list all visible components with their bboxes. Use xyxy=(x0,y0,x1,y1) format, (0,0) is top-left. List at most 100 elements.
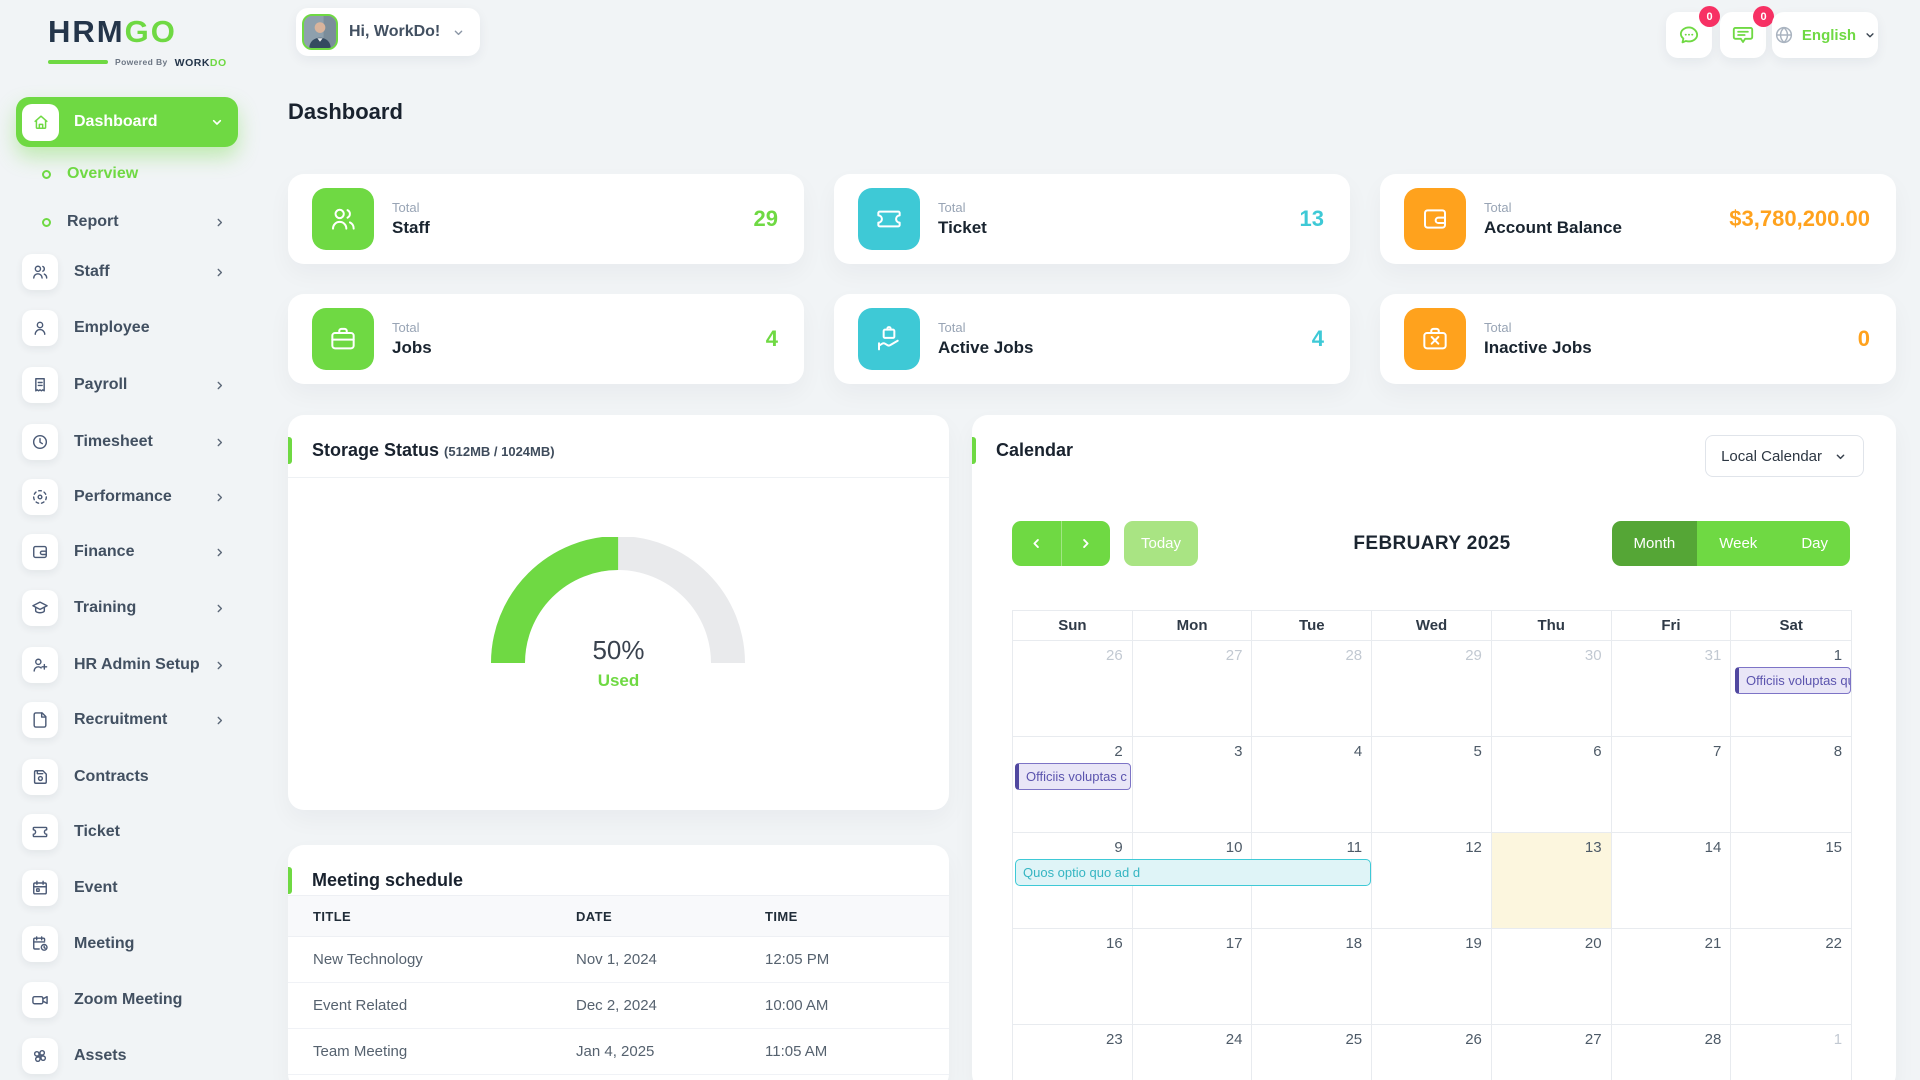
calendar-day-cell[interactable]: 12 xyxy=(1372,833,1492,928)
sidebar-item-label: Performance xyxy=(74,488,172,505)
calendar-day-cell[interactable]: 19 xyxy=(1372,929,1492,1024)
calendar-date-number: 7 xyxy=(1712,743,1722,760)
meeting-table-row: New Technology Nov 1, 2024 12:05 PM xyxy=(288,937,949,983)
chevron-right-icon xyxy=(217,493,223,501)
video-icon xyxy=(32,995,48,1005)
storage-used-label: Used xyxy=(597,671,640,690)
calendar-day-cell[interactable]: 22 xyxy=(1731,929,1851,1024)
calendar-source-select[interactable]: Local Calendar xyxy=(1705,435,1864,477)
chevron-down-icon xyxy=(451,25,466,40)
sidebar-item-contracts[interactable]: Contracts xyxy=(16,753,238,801)
sidebar-item-finance[interactable]: Finance xyxy=(16,528,238,576)
logo-underline xyxy=(48,60,108,64)
calendar-view-month-button[interactable]: Month xyxy=(1611,521,1698,566)
calendar-day-cell[interactable]: 4 xyxy=(1252,737,1373,832)
workdo-wordmark: WORKDO xyxy=(174,57,227,69)
calendar-day-cell[interactable]: 24 xyxy=(1133,1025,1253,1080)
calendar-day-cell[interactable]: 28 xyxy=(1612,1025,1732,1080)
calendar-day-cell[interactable]: 26 xyxy=(1372,1025,1492,1080)
stat-card-total-active-jobs: Total Active Jobs 4 xyxy=(834,294,1350,384)
sidebar-item-recruitment[interactable]: Recruitment xyxy=(16,696,238,744)
sidebar-item-payroll[interactable]: Payroll xyxy=(16,361,238,409)
calendar-day-cell[interactable]: 26 xyxy=(1013,641,1133,736)
calendar-day-cell[interactable]: 16 xyxy=(1013,929,1133,1024)
receipt-icon xyxy=(35,378,45,392)
app-logo[interactable]: HRMGO Powered By WORKDO xyxy=(48,16,227,71)
sidebar-item-report[interactable]: Report xyxy=(16,198,238,246)
sidebar-item-assets[interactable]: Assets xyxy=(16,1032,238,1080)
chevron-right-icon xyxy=(212,658,227,673)
calendar-event[interactable]: Officiis voluptas quia xyxy=(1735,667,1851,694)
user-menu[interactable]: Hi, WorkDo! xyxy=(296,8,481,56)
stat-label: Account Balance xyxy=(1484,218,1622,237)
sidebar-item-meeting[interactable]: Meeting xyxy=(16,920,238,968)
person-icon xyxy=(34,321,46,335)
stat-icon-tile xyxy=(312,308,374,370)
calendar-day-cell[interactable]: 1 xyxy=(1731,641,1851,736)
calendar-prev-button[interactable] xyxy=(1012,521,1062,566)
calendar-day-cell[interactable]: 27 xyxy=(1133,641,1253,736)
calendar-day-cell[interactable]: 17 xyxy=(1133,929,1253,1024)
chevron-right-icon xyxy=(212,378,227,393)
calendar-day-cell[interactable]: 31 xyxy=(1612,641,1732,736)
calendar-week-row: 16 17 18 19 20 21 22 xyxy=(1013,929,1851,1025)
calendar-view-day-button[interactable]: Day xyxy=(1779,521,1850,566)
calendar-day-cell[interactable]: 23 xyxy=(1013,1025,1133,1080)
calendar-view-week-button[interactable]: Week xyxy=(1697,521,1780,566)
sidebar-item-label: Zoom Meeting xyxy=(74,991,183,1008)
calendar-day-cell[interactable]: 6 xyxy=(1492,737,1612,832)
sidebar-item-overview[interactable]: Overview xyxy=(16,150,238,198)
calendar-day-cell[interactable]: 5 xyxy=(1372,737,1492,832)
calendar-day-cell[interactable]: 28 xyxy=(1252,641,1373,736)
sidebar-tile xyxy=(22,424,58,460)
calendar-day-cell[interactable]: 3 xyxy=(1133,737,1253,832)
calendar-date-number: 14 xyxy=(1704,839,1722,856)
notifications-button[interactable]: 0 xyxy=(1720,6,1774,58)
sidebar-item-staff[interactable]: Staff xyxy=(16,248,238,296)
calendar-day-cell[interactable]: 13 xyxy=(1491,833,1612,928)
calendar-day-cell[interactable]: 21 xyxy=(1612,929,1732,1024)
calendar-day-cell[interactable]: 2 xyxy=(1013,737,1133,832)
calendar-day-cell[interactable]: 11 xyxy=(1252,833,1373,928)
calendar-date-number: 28 xyxy=(1704,1031,1722,1048)
stat-text: Total Account Balance xyxy=(1484,200,1622,238)
calendar-day-cell[interactable]: 7 xyxy=(1612,737,1732,832)
calendar-day-cell[interactable]: 1 xyxy=(1731,1025,1851,1080)
sidebar-item-timesheet[interactable]: Timesheet xyxy=(16,418,238,466)
sidebar-item-label: Timesheet xyxy=(74,433,153,450)
sidebar-item-ticket[interactable]: Ticket xyxy=(16,808,238,856)
calendar-day-header-tue: Tue xyxy=(1252,611,1373,640)
calendar-day-cell[interactable]: 20 xyxy=(1492,929,1612,1024)
calendar-day-cell[interactable]: 18 xyxy=(1252,929,1373,1024)
sidebar-item-event[interactable]: Event xyxy=(16,864,238,912)
calendar-day-cell[interactable]: 14 xyxy=(1612,833,1732,928)
calendar-today-button[interactable]: Today xyxy=(1124,521,1198,566)
sidebar-item-training[interactable]: Training xyxy=(16,584,238,632)
calendar-day-cell[interactable]: 25 xyxy=(1252,1025,1373,1080)
calendar-event[interactable]: Officiis voluptas c xyxy=(1015,763,1131,790)
meeting-date-cell: Nov 1, 2024 xyxy=(576,951,657,968)
sidebar-item-dashboard[interactable]: Dashboard xyxy=(16,97,238,147)
calendar-next-button[interactable] xyxy=(1062,521,1111,566)
calendar-day-cell[interactable]: 8 xyxy=(1731,737,1851,832)
calendar-day-cell[interactable]: 15 xyxy=(1731,833,1851,928)
sidebar-item-employee[interactable]: Employee xyxy=(16,304,238,352)
language-selector[interactable]: English xyxy=(1772,12,1878,58)
meeting-table-row: Event Related Dec 2, 2024 10:00 AM xyxy=(288,983,949,1029)
meeting-table-body: New Technology Nov 1, 2024 12:05 PM Event… xyxy=(288,937,949,1075)
sidebar-item-zoom-meeting[interactable]: Zoom Meeting xyxy=(16,976,238,1024)
calendar-day-cell[interactable]: 27 xyxy=(1492,1025,1612,1080)
stat-prefix: Total xyxy=(1484,200,1512,215)
calendar-day-header-sun: Sun xyxy=(1013,611,1133,640)
calendar-event[interactable]: Quos optio quo ad d xyxy=(1015,859,1371,886)
calendar-day-cell[interactable]: 29 xyxy=(1372,641,1492,736)
sidebar-item-hr-admin-setup[interactable]: HR Admin Setup xyxy=(16,641,238,689)
calendar-day-header-mon: Mon xyxy=(1133,611,1253,640)
sidebar-item-label: Contracts xyxy=(74,768,149,785)
messages-button[interactable]: 0 xyxy=(1666,6,1720,58)
sidebar-item-performance[interactable]: Performance xyxy=(16,473,238,521)
sidebar-tile xyxy=(22,1038,58,1074)
calendar-day-cell[interactable]: 30 xyxy=(1492,641,1612,736)
calendar-date-number: 8 xyxy=(1833,743,1843,760)
calendar-date-number: 3 xyxy=(1234,743,1243,760)
